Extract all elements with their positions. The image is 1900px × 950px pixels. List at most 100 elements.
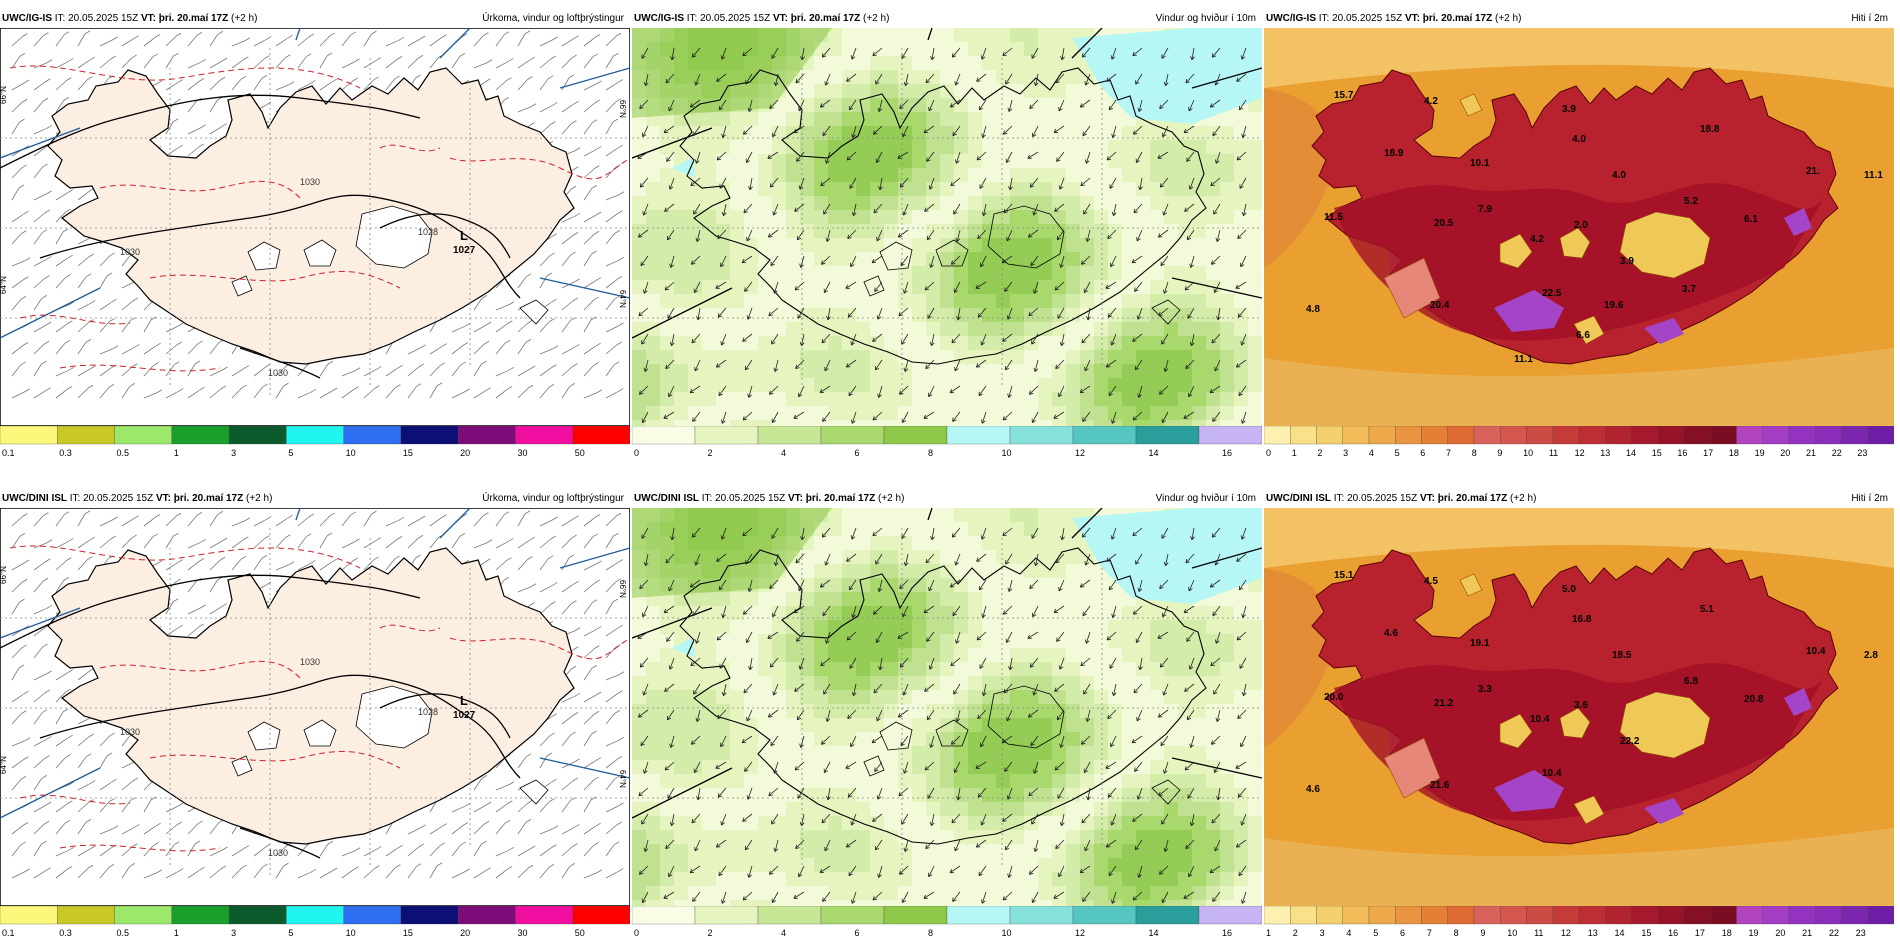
wind-barb	[33, 390, 47, 399]
wind-cell	[1024, 154, 1038, 168]
wind-cell	[730, 592, 744, 606]
wind-cell	[1192, 266, 1206, 280]
wind-cell	[1136, 648, 1150, 662]
wind-arrow	[1053, 125, 1065, 134]
wind-barb	[561, 846, 573, 857]
wind-arrow-head	[877, 393, 882, 398]
wind-cell	[772, 126, 786, 140]
wind-cell	[1024, 536, 1038, 550]
wind-cell	[996, 578, 1010, 592]
wind-cell	[1234, 210, 1248, 224]
wind-barb-tick	[287, 34, 293, 39]
wind-cell	[1108, 406, 1122, 420]
wind-arrow-head	[1237, 234, 1242, 240]
wind-barb-tick	[306, 533, 312, 538]
wind-cell	[660, 606, 674, 620]
wind-barb-tick	[504, 819, 511, 824]
wind-cell	[884, 676, 898, 690]
wind-cell	[758, 196, 772, 210]
wind-cell	[1066, 56, 1080, 70]
wind-barb-tick	[46, 190, 52, 195]
wind-cell	[954, 182, 968, 196]
wind-cell	[842, 294, 856, 308]
wind-barb-tick	[420, 824, 426, 829]
wind-barb-tick	[398, 516, 404, 521]
wind-arrow-head	[1111, 211, 1117, 217]
wind-cell	[674, 420, 688, 426]
wind-barb	[253, 519, 267, 527]
wind-cell	[1178, 336, 1192, 350]
wind-cell	[996, 508, 1010, 522]
wind-cell	[786, 676, 800, 690]
wind-cell	[954, 662, 968, 676]
wind-cell	[1038, 378, 1052, 392]
wind-cell	[1178, 322, 1192, 336]
isobar-label: 1028	[418, 707, 438, 717]
wind-barb	[231, 559, 242, 571]
wind-arrow	[923, 411, 935, 419]
wind-barb	[231, 368, 245, 377]
wind-cell	[716, 112, 730, 126]
wind-cell	[1136, 322, 1150, 336]
wind-cell	[1220, 224, 1234, 238]
glacier-2	[935, 239, 969, 267]
wind-barb-tick	[46, 256, 52, 260]
wind-cell	[1010, 238, 1024, 252]
wind-arrow	[1008, 385, 1013, 398]
wind-cell	[716, 238, 730, 252]
wind-arrow	[1061, 47, 1065, 60]
wind-cell	[646, 690, 660, 704]
temp-value: 3.7	[1682, 284, 1696, 295]
wind-cell	[940, 294, 954, 308]
wind-barb-tick	[219, 76, 226, 81]
wind-cell	[912, 126, 926, 140]
wind-cell	[1178, 718, 1192, 732]
isobar	[239, 827, 321, 859]
wind-arrow	[1080, 99, 1091, 108]
wind-cell	[1108, 140, 1122, 154]
wind-barb-tick	[130, 317, 136, 322]
wind-barb-tick	[220, 865, 226, 870]
wind-barb-tick	[199, 866, 205, 871]
wind-cell	[1024, 364, 1038, 378]
wind-cell	[1178, 406, 1192, 420]
wind-arrow	[1216, 229, 1221, 242]
wind-barb-tick	[530, 103, 537, 108]
wind-arrow	[1135, 73, 1143, 85]
wind-cell	[800, 676, 814, 690]
wind-barb	[165, 35, 177, 47]
wind-cell	[716, 406, 730, 420]
wind-arrow	[1214, 359, 1221, 372]
wind-arrow-head	[768, 311, 773, 317]
wind-barb-tick	[175, 512, 182, 517]
wind-cell	[814, 126, 828, 140]
wind-arrow-head	[823, 288, 829, 293]
wind-cell	[1220, 648, 1234, 662]
wind-barb	[209, 514, 219, 527]
wind-cell	[1136, 126, 1150, 140]
wind-barb	[99, 348, 114, 355]
temp-value: 2.0	[1574, 220, 1588, 231]
wind-cell	[954, 536, 968, 550]
wind-cell	[1164, 266, 1178, 280]
wind-arrow	[1007, 307, 1013, 320]
wind-barb-tick	[397, 844, 403, 849]
wind-cell	[814, 168, 828, 182]
wind-cell	[716, 336, 730, 350]
wind-cell	[1164, 420, 1178, 426]
wind-cell	[1164, 196, 1178, 210]
wind-barb	[55, 514, 65, 527]
wind-arrow	[638, 307, 649, 317]
wind-barb-tick	[595, 342, 601, 347]
wind-cell	[758, 266, 772, 280]
wind-cell	[1094, 378, 1108, 392]
wind-arrow-head	[1054, 286, 1060, 291]
wind-barb-tick	[529, 602, 535, 607]
wind-barb-tick	[221, 603, 228, 607]
wind-cell	[814, 140, 828, 154]
isobar-label: 1030	[300, 177, 320, 187]
wind-barb	[99, 519, 113, 527]
wind-cell	[646, 704, 660, 718]
wind-cell	[1024, 84, 1038, 98]
wind-cell	[1206, 648, 1220, 662]
